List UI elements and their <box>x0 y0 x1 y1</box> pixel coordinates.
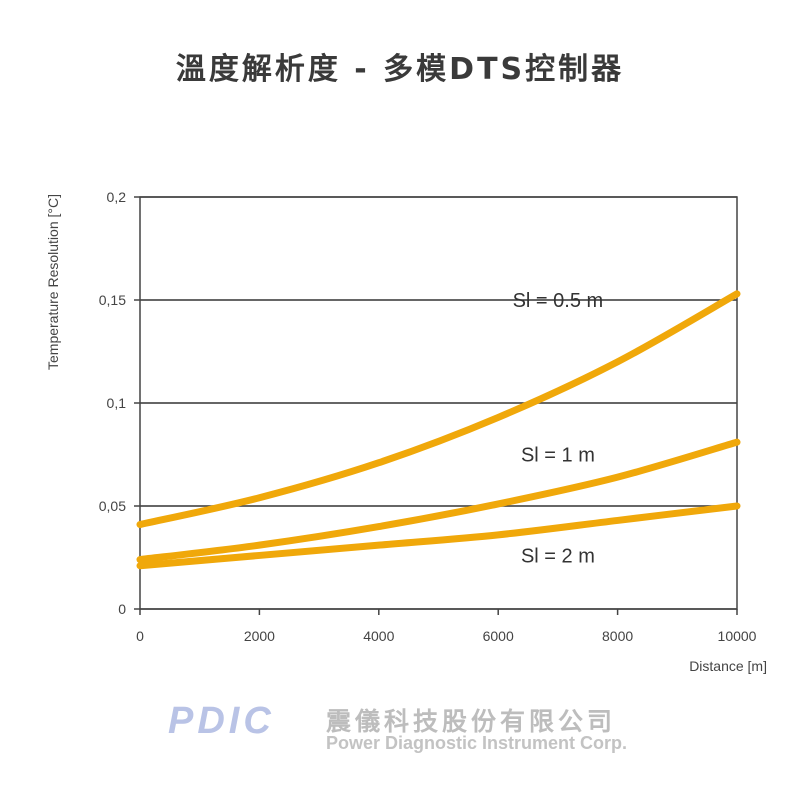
y-axis-title: Temperature Resolution [°C] <box>45 194 61 370</box>
page-title: 溫度解析度 - 多模DTS控制器 <box>175 52 625 87</box>
company-name-en: Power Diagnostic Instrument Corp. <box>326 733 628 753</box>
series-line-1 <box>136 290 741 529</box>
y-tick-label: 0,2 <box>107 189 127 205</box>
curve-layer <box>136 290 741 570</box>
x-tick-label: 10000 <box>718 628 757 644</box>
curve-label-2: Sl = 1 m <box>521 445 595 467</box>
series-line-2 <box>136 438 741 564</box>
x-axis-title: Distance [m] <box>689 658 767 674</box>
y-tick-label: 0,1 <box>107 395 127 411</box>
series-line-3 <box>136 502 741 570</box>
y-tick-label: 0,15 <box>99 292 126 308</box>
label-layer: Sl = 0.5 m Sl = 1 m Sl = 2 m <box>513 290 604 567</box>
tick-layer: 0 0,05 0,1 0,15 0,2 0 2000 4000 6000 8000 10000 <box>99 189 757 644</box>
curve-label-3: Sl = 2 m <box>521 545 595 567</box>
x-tick-label: 6000 <box>483 628 514 644</box>
y-tick-label: 0 <box>118 601 126 617</box>
curve-label-1: Sl = 0.5 m <box>513 290 604 312</box>
y-tick-label: 0,05 <box>99 498 126 514</box>
x-tick-label: 0 <box>136 628 144 644</box>
company-logo: PDIC <box>168 700 275 742</box>
company-name-zh: 震儀科技股份有限公司 <box>326 707 617 736</box>
x-tick-label: 2000 <box>244 628 275 644</box>
x-tick-label: 4000 <box>363 628 394 644</box>
x-tick-label: 8000 <box>602 628 633 644</box>
